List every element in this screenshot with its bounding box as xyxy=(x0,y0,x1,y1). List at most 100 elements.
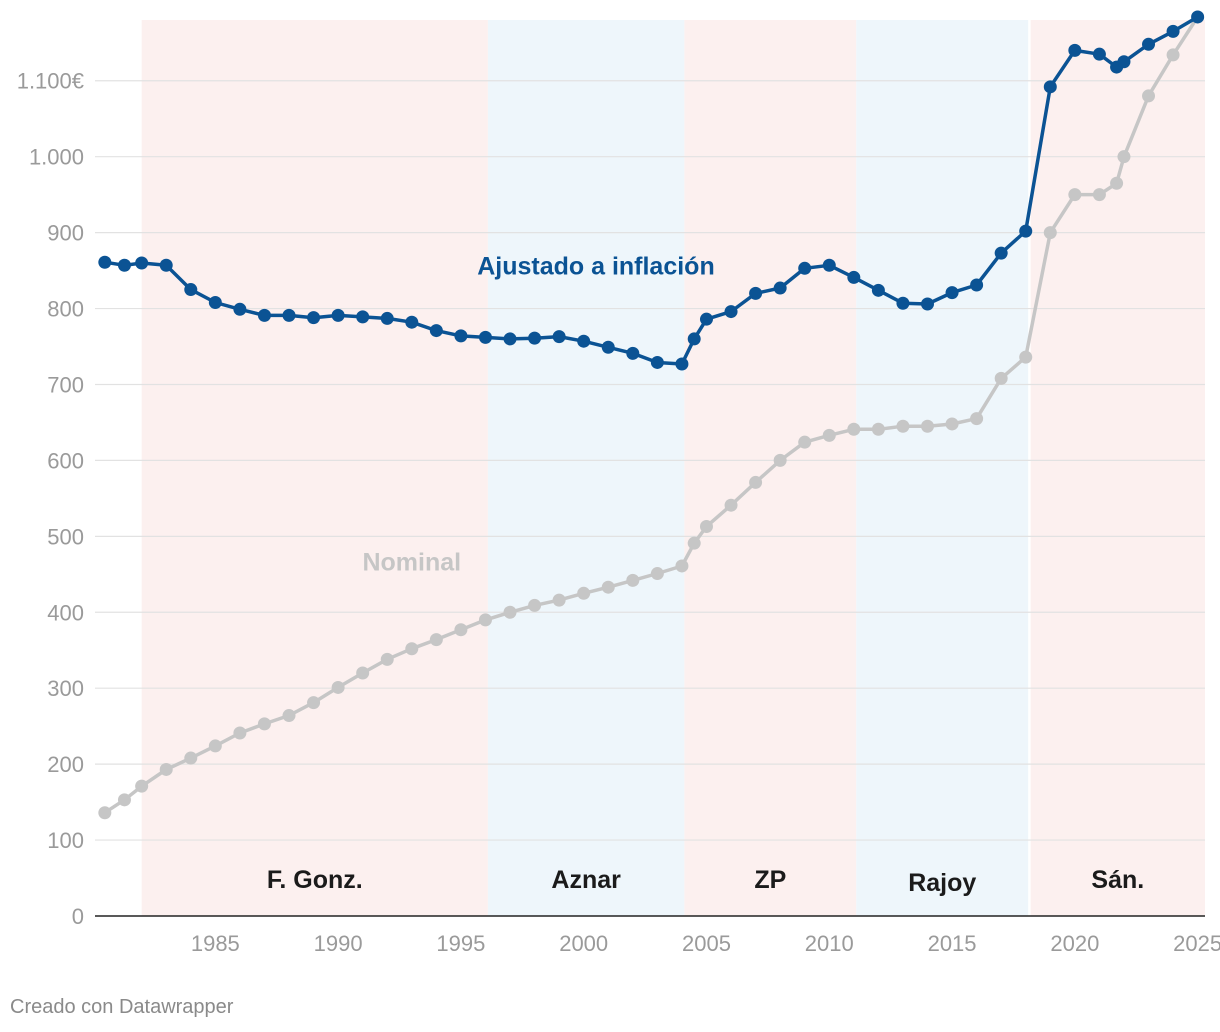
data-point xyxy=(503,605,517,619)
y-tick-label: 900 xyxy=(47,221,84,246)
data-point xyxy=(650,355,664,369)
data-point xyxy=(577,586,591,600)
data-point xyxy=(687,536,701,550)
data-point xyxy=(184,283,198,297)
y-tick-label: 700 xyxy=(47,372,84,397)
data-point xyxy=(871,283,885,297)
data-point xyxy=(380,311,394,325)
data-point xyxy=(994,246,1008,260)
data-point xyxy=(1043,226,1057,240)
data-point xyxy=(454,329,468,343)
data-point xyxy=(822,428,836,442)
data-point xyxy=(1166,48,1180,62)
y-tick-label: 500 xyxy=(47,524,84,549)
data-point xyxy=(896,296,910,310)
y-tick-label: 400 xyxy=(47,600,84,625)
data-point xyxy=(117,793,131,807)
data-point xyxy=(871,422,885,436)
data-point xyxy=(184,751,198,765)
data-point xyxy=(454,623,468,637)
data-point xyxy=(687,332,701,346)
data-point xyxy=(822,258,836,272)
x-tick-label: 2000 xyxy=(559,931,608,956)
y-tick-label: 1.000 xyxy=(29,145,84,170)
period-label-0: F. Gonz. xyxy=(267,866,363,894)
x-tick-label: 2010 xyxy=(805,931,854,956)
data-point xyxy=(98,806,112,820)
data-point xyxy=(233,726,247,740)
x-tick-label: 1985 xyxy=(191,931,240,956)
period-band-1 xyxy=(487,20,685,916)
data-point xyxy=(577,334,591,348)
y-tick-label: 200 xyxy=(47,752,84,777)
x-tick-label: 1990 xyxy=(314,931,363,956)
y-tick-label: 100 xyxy=(47,828,84,853)
series-1 xyxy=(98,10,1205,371)
y-tick-label: 800 xyxy=(47,297,84,322)
data-point xyxy=(405,642,419,656)
data-point xyxy=(1068,43,1082,57)
data-point xyxy=(528,598,542,612)
period-band-0 xyxy=(141,20,488,916)
x-tick-label: 2025 xyxy=(1173,931,1220,956)
data-point xyxy=(1117,150,1131,164)
data-point xyxy=(135,779,149,793)
data-point xyxy=(257,308,271,322)
data-point xyxy=(994,371,1008,385)
data-point xyxy=(970,412,984,426)
data-point xyxy=(675,357,689,371)
data-point xyxy=(847,422,861,436)
y-tick-label: 600 xyxy=(47,448,84,473)
data-point xyxy=(1043,80,1057,94)
x-tick-label: 2020 xyxy=(1050,931,1099,956)
data-point xyxy=(1142,37,1156,51)
period-label-1: Aznar xyxy=(551,866,621,894)
data-point xyxy=(429,324,443,338)
data-point xyxy=(699,312,713,326)
period-band-3 xyxy=(856,20,1029,916)
series-0 xyxy=(98,10,1205,820)
data-point xyxy=(503,332,517,346)
data-point xyxy=(896,419,910,433)
data-point xyxy=(626,346,640,360)
data-point xyxy=(135,256,149,270)
data-point xyxy=(601,580,615,594)
data-point xyxy=(552,593,566,607)
data-point xyxy=(945,286,959,300)
data-point xyxy=(282,709,296,723)
series-label-0: Ajustado a inflación xyxy=(477,252,715,280)
data-point xyxy=(478,330,492,344)
line-chart: 01002003004005006007008009001.0001.100€ … xyxy=(17,10,1220,956)
data-point xyxy=(921,297,934,311)
data-point xyxy=(970,278,984,292)
data-point xyxy=(724,498,738,512)
period-label-4: Sán. xyxy=(1091,866,1144,894)
data-point xyxy=(1117,55,1131,69)
data-point xyxy=(798,435,812,449)
data-point xyxy=(1092,188,1106,202)
data-point xyxy=(208,295,222,309)
data-point xyxy=(282,308,296,322)
data-point xyxy=(1191,10,1205,24)
period-band-4 xyxy=(1030,20,1205,916)
x-axis: 1985 1990 1995 2000 2005 2010 2015 2020 2025 xyxy=(191,931,1220,956)
y-axis: 0 100 200 300 400 500 600 700 800 900 1.000 1.100€ xyxy=(17,69,84,929)
y-tick-label: 0 xyxy=(72,904,84,929)
data-point xyxy=(478,613,492,627)
data-point xyxy=(356,310,370,324)
data-point xyxy=(945,417,959,431)
data-point xyxy=(1166,24,1180,38)
data-point xyxy=(749,475,763,489)
data-point xyxy=(1110,176,1124,190)
data-point xyxy=(356,666,370,680)
data-point xyxy=(626,573,640,587)
data-point xyxy=(1019,224,1033,238)
data-point xyxy=(528,331,542,345)
data-point xyxy=(1092,47,1106,61)
x-tick-label: 1995 xyxy=(436,931,485,956)
data-point xyxy=(405,315,419,329)
data-point xyxy=(208,739,222,753)
y-tick-label: 300 xyxy=(47,676,84,701)
x-tick-label: 2005 xyxy=(682,931,731,956)
data-point xyxy=(847,270,861,284)
